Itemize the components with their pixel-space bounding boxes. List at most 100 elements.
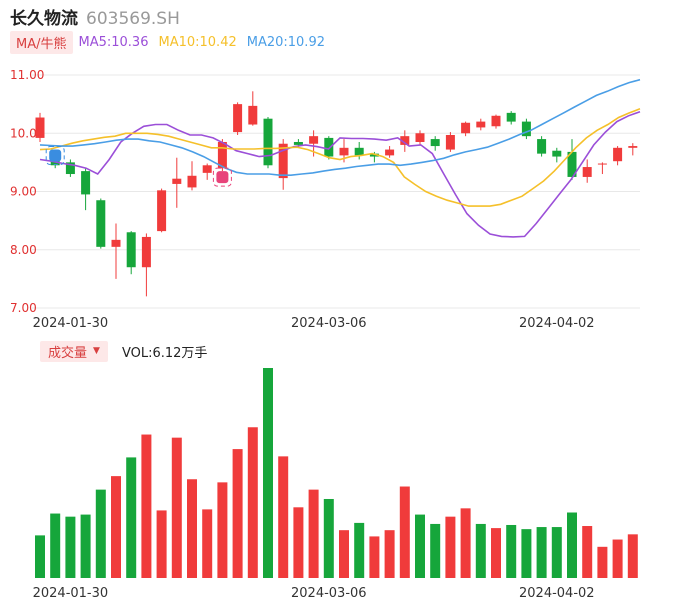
candle [233,102,243,135]
marker-frame [45,146,65,166]
ma20-line [39,78,641,176]
candle [126,231,136,275]
volume-bar [460,508,471,578]
candle-body [354,147,364,156]
candle-body [567,151,577,177]
volume-selector[interactable]: 成交量 ▼ [40,340,108,362]
candle-body [233,104,243,133]
candle-body [415,133,425,142]
candle [491,114,501,129]
candle-body [111,239,121,247]
candle [445,132,455,152]
volume-bar [247,427,258,578]
stock-code: 603569.SH [86,9,180,29]
candle-body [172,178,182,184]
ma-legend: MA/牛熊 MA5:10.36 MA10:10.42 MA20:10.92 [10,30,335,54]
candle [354,141,364,160]
candle [461,121,471,137]
volume-bar [202,509,213,578]
marker-frame [212,167,232,187]
ma10-label: MA10:10.42 [158,34,237,50]
volume-bar [612,539,623,578]
candle-body [65,162,75,175]
candle-body [81,171,91,195]
x-tick-label: 2024-03-06 [291,316,367,331]
volume-bar [475,523,486,578]
candle-body [339,147,349,156]
candle [506,111,516,125]
candle-body [461,122,471,134]
stock-name: 长久物流 [10,9,78,29]
volume-bar [597,546,608,578]
candle-body [506,112,516,122]
y-tick-label: 7.00 [10,301,37,315]
volume-bar [551,527,562,578]
volume-bar [354,522,365,578]
candle-body [491,115,501,127]
candle-body [309,136,319,144]
volume-bar [35,535,45,578]
volume-bar [232,449,243,578]
volume-legend: 成交量 ▼ VOL:6.12万手 [40,340,208,362]
volume-bar [50,513,61,578]
volume-bar [415,514,425,578]
volume-value: VOL:6.12万手 [121,345,208,361]
candle [96,198,106,249]
bear-icon [45,146,65,166]
candle [385,146,395,158]
volume-bar [582,526,593,578]
candle-body [217,141,227,169]
candle-body [324,137,334,157]
volume-bar [278,456,289,578]
stock-header: 长久物流 603569.SH [10,4,180,29]
candle [157,188,167,233]
volume-bar [156,510,167,578]
candle-body [369,153,379,157]
candle [65,159,75,177]
x-tick-label: 2024-01-30 [33,316,109,331]
volume-bar [263,368,273,578]
volume-bar [339,530,349,578]
candle-body [385,149,395,156]
candle [597,162,607,175]
volume-bar [445,516,456,578]
volume-selector-label: 成交量 [48,345,88,361]
candle [278,139,288,190]
candle [430,136,440,151]
volume-bar [308,489,319,578]
candle [263,116,273,169]
candle-body [582,167,592,177]
marker-body [49,149,62,162]
candle-body [141,236,151,268]
candle-body [187,175,197,188]
volume-bar [536,527,547,578]
candle-body [202,165,212,173]
candle-body [613,147,623,162]
candle-body [430,139,440,147]
caret-down-icon: ▼ [93,346,100,356]
candle-body [96,200,106,247]
y-tick-label: 11.00 [10,68,44,82]
volume-bar [521,529,532,578]
indicator-selector[interactable]: MA/牛熊 [10,30,73,54]
candle [567,139,577,180]
volume-bar [65,516,76,578]
ma5-line [39,110,641,238]
candle [248,91,258,126]
marker-body [216,171,229,184]
ma20-label: MA20:10.92 [246,34,325,50]
candle [111,223,121,279]
candle [628,143,638,156]
candle-body [537,139,547,154]
candle [415,130,425,145]
candle [141,233,151,297]
volume-bar [111,476,121,578]
volume-bar [323,498,334,578]
candle [400,130,410,152]
bull-icon [212,167,232,187]
candle-body [445,134,455,150]
candle-body [126,232,136,268]
candle [521,118,531,140]
volume-bar [95,489,106,578]
